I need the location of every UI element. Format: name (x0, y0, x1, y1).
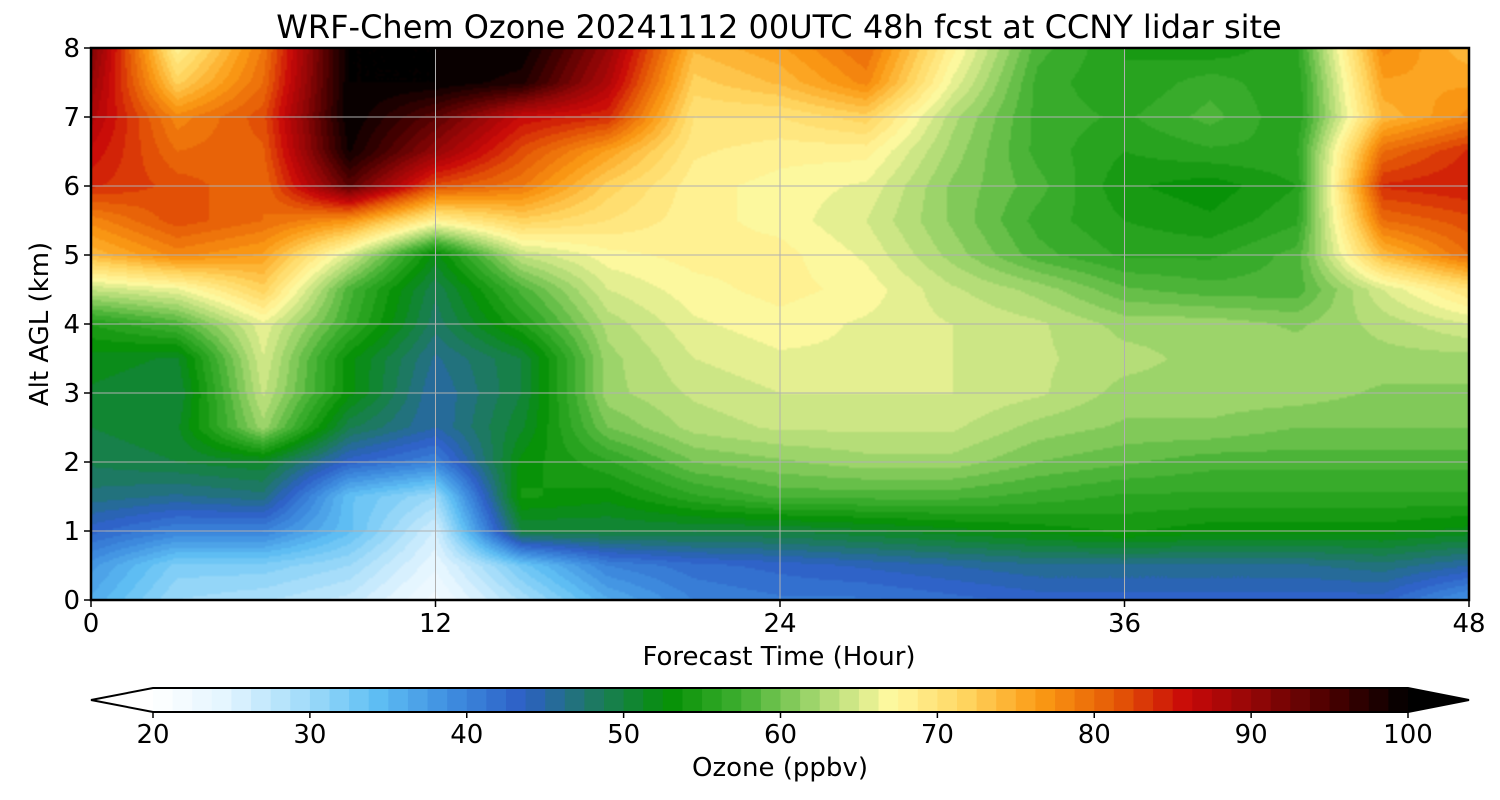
colorbar-tick-label: 30 (293, 720, 326, 750)
y-tick-label: 3 (63, 379, 80, 409)
colorbar-level (937, 688, 958, 712)
colorbar-level (1015, 688, 1037, 712)
colorbar-level (623, 688, 644, 712)
colorbar-tick-label: 50 (607, 720, 640, 750)
colorbar-level (1035, 688, 1056, 712)
colorbar-level (153, 688, 174, 712)
colorbar-level (1094, 688, 1115, 712)
colorbar-level (1074, 688, 1095, 712)
colorbar-level (741, 688, 762, 712)
y-axis-ticks: 0 1 2 3 4 5 6 7 8 (63, 34, 91, 616)
colorbar-level (231, 688, 252, 712)
colorbar-level (917, 688, 938, 712)
y-tick-label: 7 (63, 103, 80, 133)
y-tick-label: 4 (63, 310, 80, 340)
colorbar-level (1055, 688, 1076, 712)
colorbar-level (662, 688, 684, 712)
colorbar-level (290, 688, 311, 712)
x-tick-label: 36 (1108, 609, 1141, 639)
colorbar-tick-label: 40 (450, 720, 483, 750)
colorbar-level (329, 688, 350, 712)
colorbar-tick-label: 90 (1235, 720, 1268, 750)
colorbar-level (388, 688, 409, 712)
colorbar-level (1368, 688, 1389, 712)
colorbar-level (1172, 688, 1193, 712)
colorbar-level (427, 688, 448, 712)
colorbar-extend-high (1408, 688, 1469, 712)
colorbar-level (1251, 688, 1272, 712)
colorbar-level (643, 688, 664, 712)
colorbar-level (309, 688, 331, 712)
colorbar-level (1153, 688, 1174, 712)
x-axis-ticks: 0 12 24 36 48 (83, 600, 1486, 639)
colorbar-ticks: 20 30 40 50 60 70 80 90 100 (136, 712, 1433, 750)
colorbar-level (1329, 688, 1350, 712)
colorbar-level (486, 688, 507, 712)
colorbar-level (211, 688, 233, 712)
colorbar-level (270, 688, 291, 712)
colorbar-level (721, 688, 742, 712)
colorbar-level (878, 688, 899, 712)
y-tick-label: 8 (63, 34, 80, 64)
colorbar-extend-low (91, 688, 153, 712)
colorbar-level (898, 688, 919, 712)
colorbar-level (780, 688, 801, 712)
colorbar-level (1290, 688, 1311, 712)
y-tick-label: 5 (63, 241, 80, 271)
colorbar-level (1192, 688, 1213, 712)
colorbar-level (447, 688, 468, 712)
colorbar-level (839, 688, 860, 712)
colorbar-level (1309, 688, 1331, 712)
colorbar-level (996, 688, 1017, 712)
y-tick-label: 2 (63, 448, 80, 478)
colorbar-tick-label: 20 (136, 720, 169, 750)
x-tick-label: 0 (83, 609, 100, 639)
x-tick-label: 48 (1452, 609, 1485, 639)
chart-title: WRF-Chem Ozone 20241112 00UTC 48h fcst a… (276, 8, 1281, 46)
colorbar-level (192, 688, 213, 712)
colorbar (90, 687, 1470, 713)
colorbar-level (172, 688, 193, 712)
colorbar-level (1349, 688, 1370, 712)
colorbar-level (819, 688, 840, 712)
colorbar-level (1270, 688, 1291, 712)
y-axis-label: Alt AGL (km) (25, 242, 55, 406)
colorbar-level (702, 688, 723, 712)
colorbar-tick-label: 100 (1383, 720, 1433, 750)
colorbar-level (1113, 688, 1135, 712)
colorbar-level (368, 688, 389, 712)
colorbar-level (251, 688, 272, 712)
grid-lines (91, 48, 1469, 600)
colorbar-level (956, 688, 978, 712)
x-tick-label: 24 (763, 609, 796, 639)
colorbar-level (858, 688, 880, 712)
colorbar-level (584, 688, 605, 712)
colorbar-level (760, 688, 782, 712)
colorbar-level (564, 688, 586, 712)
colorbar-tick-label: 70 (921, 720, 954, 750)
y-tick-label: 6 (63, 172, 80, 202)
colorbar-level (1133, 688, 1154, 712)
colorbar-level (349, 688, 370, 712)
colorbar-level (682, 688, 703, 712)
colorbar-tick-label: 80 (1078, 720, 1111, 750)
colorbar-level (604, 688, 625, 712)
colorbar-level (800, 688, 821, 712)
colorbar-level (976, 688, 997, 712)
colorbar-label: Ozone (ppbv) (692, 753, 868, 783)
colorbar-level (505, 688, 527, 712)
y-tick-label: 1 (63, 517, 80, 547)
x-axis-label: Forecast Time (Hour) (642, 642, 915, 672)
colorbar-level (1211, 688, 1233, 712)
colorbar-level (1231, 688, 1252, 712)
colorbar-level (466, 688, 487, 712)
colorbar-level (525, 688, 546, 712)
colorbar-tick-label: 60 (764, 720, 797, 750)
x-tick-label: 12 (419, 609, 452, 639)
colorbar-level (545, 688, 566, 712)
y-tick-label: 0 (63, 586, 80, 616)
colorbar-level (1388, 688, 1409, 712)
colorbar-level (407, 688, 429, 712)
